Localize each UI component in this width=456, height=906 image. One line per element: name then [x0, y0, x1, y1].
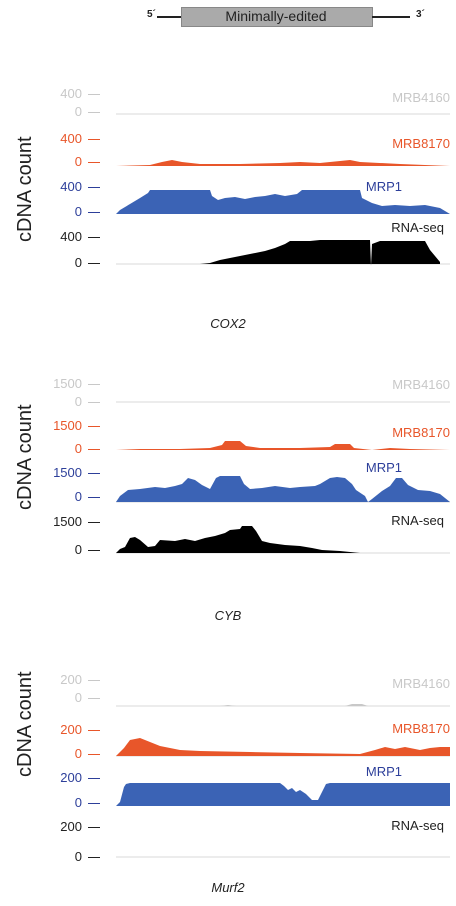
- tick-cox2-mrb4160-high: 400: [40, 86, 100, 101]
- tick-cyb-mrb4160-low: 0: [40, 394, 100, 409]
- track-name-murf2-mrb8170: MRB8170: [392, 721, 450, 736]
- tick-murf2-mrb8170-low: 0: [40, 746, 100, 761]
- coverage-murf2-mrp1: [116, 783, 450, 806]
- tick-murf2-mrb4160-low: 0: [40, 690, 100, 705]
- tick-cox2-mrb8170-high: 400: [40, 131, 100, 146]
- track-name-murf2-mrb4160: MRB4160: [392, 676, 450, 691]
- coverage-cox2-mrb8170: [116, 160, 450, 166]
- gene-label-cox2: COX2: [210, 316, 246, 331]
- track-name-cyb-rnaseq: RNA-seq: [391, 513, 444, 528]
- tick-cyb-mrb8170-high: 1500: [40, 418, 100, 433]
- tick-cyb-mrb8170-low: 0: [40, 441, 100, 456]
- track-name-cox2-mrb4160: MRB4160: [392, 90, 450, 105]
- track-name-murf2-rnaseq: RNA-seq: [391, 818, 444, 833]
- tick-cyb-mrb4160-high: 1500: [40, 376, 100, 391]
- tick-cox2-mrp1-high: 400: [40, 179, 100, 194]
- coverage-cyb-mrb8170: [116, 441, 450, 450]
- coverage-murf2-mrb4160: [220, 704, 368, 706]
- coverage-cox2-mrp1: [116, 190, 450, 214]
- tick-cyb-mrp1-high: 1500: [40, 465, 100, 480]
- legend-5prime: 5´: [147, 9, 156, 20]
- coverage-cyb-mrp1: [116, 476, 450, 502]
- track-name-cox2-mrb8170: MRB8170: [392, 136, 450, 151]
- track-name-murf2-mrp1: MRP1: [365, 764, 402, 779]
- tick-cox2-rnaseq-low: 0: [40, 255, 100, 270]
- tick-cyb-mrp1-low: 0: [40, 489, 100, 504]
- tick-murf2-mrp1-low: 0: [40, 795, 100, 810]
- tick-cyb-rnaseq-low: 0: [40, 542, 100, 557]
- tick-cox2-mrp1-low: 0: [40, 204, 100, 219]
- coverage-cyb-rnaseq: [116, 526, 360, 553]
- tick-cox2-mrb4160-low: 0: [40, 104, 100, 119]
- coverage-cox2-rnaseq: [116, 240, 440, 266]
- tick-murf2-mrb4160-high: 200: [40, 672, 100, 687]
- tick-murf2-rnaseq-high: 200: [40, 819, 100, 834]
- legend-box-label: Minimally-edited: [225, 8, 327, 24]
- track-name-cox2-mrp1: MRP1: [365, 179, 402, 194]
- legend-line-right: [372, 16, 410, 18]
- coverage-murf2-mrb8170: [116, 738, 450, 756]
- tick-cox2-rnaseq-high: 400: [40, 229, 100, 244]
- tick-cox2-mrb8170-low: 0: [40, 154, 100, 169]
- legend-3prime: 3´: [416, 9, 425, 20]
- tick-murf2-mrp1-high: 200: [40, 770, 100, 785]
- tick-murf2-mrb8170-high: 200: [40, 722, 100, 737]
- tick-cyb-rnaseq-high: 1500: [40, 514, 100, 529]
- tick-murf2-rnaseq-low: 0: [40, 849, 100, 864]
- track-name-cyb-mrb8170: MRB8170: [392, 425, 450, 440]
- track-name-cyb-mrb4160: MRB4160: [392, 377, 450, 392]
- gene-label-cyb: CYB: [214, 608, 242, 623]
- gene-label-murf2: Murf2: [211, 880, 245, 895]
- track-name-cox2-rnaseq: RNA-seq: [391, 220, 444, 235]
- legend-line-left: [157, 16, 181, 18]
- track-name-cyb-mrp1: MRP1: [365, 460, 402, 475]
